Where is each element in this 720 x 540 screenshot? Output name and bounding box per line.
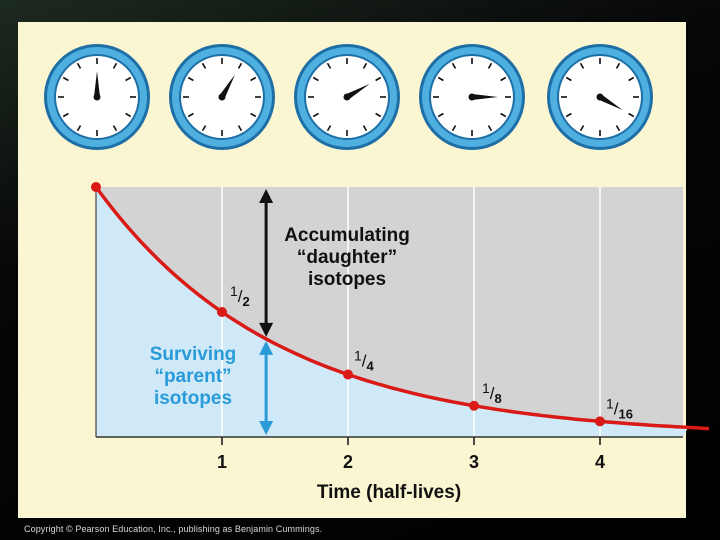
clock-tick (487, 125, 493, 132)
clock-hand (94, 71, 100, 97)
clock-tick (615, 62, 621, 69)
clock-tick (112, 125, 118, 132)
clock-tick (76, 125, 82, 132)
clock-tick (237, 125, 243, 132)
clock-tick (201, 125, 207, 132)
clock-tick (362, 62, 368, 69)
clock-tick (237, 62, 243, 69)
clock-tick (565, 76, 572, 82)
clock-tick (112, 62, 118, 69)
decay-curve (94, 185, 710, 431)
clock-tick (375, 112, 382, 118)
clock-hand (472, 94, 498, 100)
clock-tick (500, 112, 507, 118)
clock-icon (547, 44, 653, 150)
clock-tick (451, 62, 457, 69)
clock-tick (187, 112, 194, 118)
clock-hub (468, 93, 476, 101)
clock-tick (375, 76, 382, 82)
clock-tick (326, 62, 332, 69)
clock-tick (615, 125, 621, 132)
clock-tick (326, 125, 332, 132)
x-tick-label: 3 (469, 452, 479, 472)
data-point (469, 400, 479, 411)
clock-tick (250, 112, 257, 118)
data-label: 1/8 (482, 380, 502, 406)
data-label: 1/2 (230, 283, 250, 309)
clock-tick (62, 76, 69, 82)
copyright-notice: Copyright © Pearson Education, Inc., pub… (24, 524, 323, 534)
parent-arrow-head-bottom (259, 421, 274, 435)
clock-hub (343, 93, 351, 101)
clocks-row (44, 44, 653, 150)
parent-region (96, 187, 689, 437)
clock-icon (419, 44, 525, 150)
parent-annotation: Surviving “parent” isotopes (150, 344, 237, 409)
data-point (595, 416, 605, 427)
clock-hub (218, 93, 226, 101)
clock-tick (565, 112, 572, 118)
daughter-arrow-head-bottom (259, 322, 274, 337)
x-axis-label: Time (half-lives) (317, 482, 461, 503)
clock-tick (437, 112, 444, 118)
clock-tick (451, 125, 457, 132)
clock-tick (628, 76, 635, 82)
daughter-annotation: Accumulating “daughter” isotopes (284, 225, 410, 290)
decay-chart: 1 2 3 4 1/2 1/4 1/8 1/16 Accumulating “daughter” i… (91, 182, 710, 503)
data-point (343, 369, 353, 380)
clock-tick (312, 76, 319, 82)
clock-tick (312, 112, 319, 118)
x-tick-label: 4 (595, 452, 605, 472)
data-label: 1/4 (354, 348, 375, 374)
parent-arrow-head-top (259, 340, 274, 355)
clock-tick (187, 76, 194, 82)
data-point (91, 182, 101, 192)
clock-tick (62, 112, 69, 118)
clock-tick (76, 62, 82, 69)
clock-tick (201, 62, 207, 69)
clock-tick (579, 62, 585, 69)
clock-tick (500, 76, 507, 82)
clock-icon (294, 44, 400, 150)
clock-icon (44, 44, 150, 150)
clock-tick (125, 112, 132, 118)
daughter-arrow-head-top (259, 189, 274, 203)
x-tick-label: 2 (343, 452, 353, 472)
clock-hub (596, 93, 604, 101)
x-tick-label: 1 (217, 452, 227, 472)
clock-tick (628, 112, 635, 118)
clock-hand (345, 84, 370, 100)
clock-hand (598, 94, 623, 110)
data-label: 1/16 (606, 395, 633, 421)
clock-hub (93, 93, 101, 101)
clock-hand (219, 74, 235, 99)
clock-tick (487, 62, 493, 69)
clock-tick (437, 76, 444, 82)
clock-tick (579, 125, 585, 132)
data-point (217, 307, 227, 317)
clock-tick (362, 125, 368, 132)
clock-tick (250, 76, 257, 82)
clock-tick (125, 76, 132, 82)
clock-icon (169, 44, 275, 150)
